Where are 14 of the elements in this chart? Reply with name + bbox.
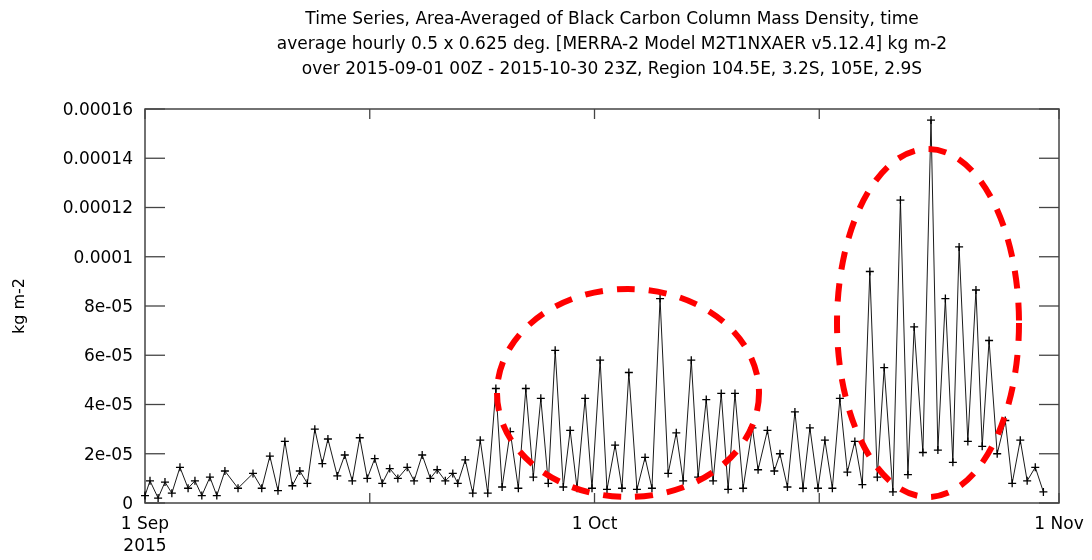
y-axis-title: kg m-2	[9, 277, 28, 335]
y-tick-label: 0.00012	[62, 197, 133, 218]
y-tick-label: 4e-05	[83, 394, 133, 415]
y-tick-label: 0.0001	[73, 246, 133, 267]
y-tick-label: 8e-05	[83, 295, 133, 316]
y-tick-label: 0	[122, 492, 133, 513]
chart-title: Time Series, Area-Averaged of Black Carbon Column Mass Density, time average hourly 0.5 x 0.625 deg. [MERRA-2 Model M2T1NXAER v5.12.4] kg m-2 over 2015-09-01 00Z - 2015-10-30 23Z, Region 104.5E, 3.2S, 105E, 2.9S	[276, 8, 948, 78]
x-tick-label: 1 Sep 2015	[120, 513, 170, 555]
y-tick-label: 6e-05	[83, 345, 133, 366]
x-tick-label: 1 Nov	[1034, 513, 1084, 533]
y-tick-label: 0.00016	[62, 98, 133, 119]
y-tick-label: 0.00014	[62, 148, 133, 169]
y-tick-label: 2e-05	[83, 443, 133, 464]
x-tick-label: 1 Oct	[571, 513, 618, 533]
